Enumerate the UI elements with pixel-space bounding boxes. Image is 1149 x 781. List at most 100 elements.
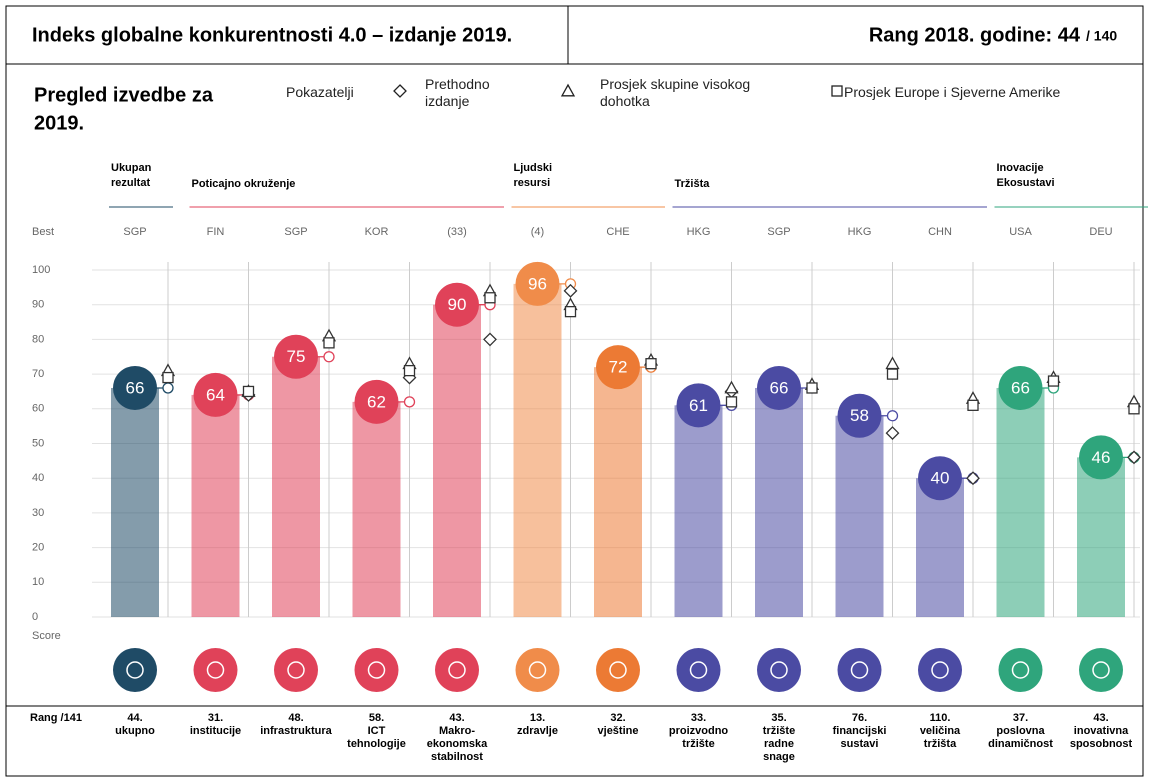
score-label: Score: [32, 630, 61, 642]
header-rank-total: / 140: [1086, 28, 1117, 44]
group-label: Inovacije: [997, 162, 1044, 174]
pillar-name: tržište: [682, 738, 714, 750]
pillar-icon: [435, 648, 479, 692]
pillar-name: tržište: [763, 725, 795, 737]
rank-value: 43.: [449, 712, 464, 724]
pillar-icon-glyph: [1092, 661, 1110, 679]
best-code: USA: [1009, 226, 1032, 238]
pillar-icon-glyph: [206, 661, 225, 679]
pillar-icon: [274, 648, 318, 692]
score-label: 62: [367, 392, 386, 411]
pillar-icon-glyph: [126, 661, 144, 679]
marker-square: [564, 305, 577, 318]
bar: [674, 405, 723, 617]
score-label: 58: [850, 406, 869, 425]
bar: [272, 356, 320, 617]
pillar-icon-glyph: [528, 661, 547, 679]
score-label: 72: [609, 358, 628, 377]
score-label: 46: [1092, 448, 1111, 467]
marker-square: [403, 364, 416, 377]
score-label: 61: [689, 396, 708, 415]
score-label: 96: [528, 274, 547, 293]
pillar-name: sustavi: [841, 738, 879, 750]
frame: [5, 5, 1144, 777]
score-label: 66: [1011, 378, 1030, 397]
bar: [594, 367, 642, 617]
group-label: Poticajno okruženje: [192, 178, 296, 190]
score-circle: [998, 365, 1043, 410]
score-circle: [113, 365, 157, 410]
score-label: 75: [287, 347, 306, 366]
group-label: Ljudski: [514, 162, 553, 174]
header-rank: Rang 2018. godine: 44: [869, 24, 1081, 46]
pillar-icon: [998, 648, 1043, 692]
legend-label: Prosjek Europe i Sjeverne Amerike: [844, 84, 1061, 100]
score-label: 90: [448, 295, 467, 314]
pillar-name: dinamičnost: [988, 738, 1053, 750]
rank-value: 58.: [369, 712, 384, 724]
pillar-icon: [193, 648, 238, 692]
pillar-name: sposobnost: [1070, 738, 1133, 750]
score-circle: [757, 365, 801, 410]
pillar-name: proizvodno: [669, 725, 729, 737]
pillar-name: inovativna: [1074, 725, 1129, 737]
marker-square: [1047, 375, 1060, 387]
pillar-name: ekonomska: [427, 738, 488, 750]
marker-square: [1128, 403, 1140, 415]
score-dot: [886, 410, 899, 422]
pillar-name: poslovna: [996, 725, 1045, 737]
pillar-icon: [354, 648, 399, 692]
pillar-icon-glyph: [609, 661, 627, 679]
best-code: KOR: [365, 226, 389, 238]
pillar-icon: [596, 648, 640, 692]
pillar-name: tržišta: [924, 738, 957, 750]
best-code: SGP: [284, 226, 307, 238]
bar: [111, 387, 159, 617]
bar: [835, 415, 884, 617]
marker-square: [967, 399, 979, 411]
score-circle: [596, 345, 640, 390]
rank-value: 13.: [530, 712, 545, 724]
bar: [433, 304, 481, 617]
legend-symbol: [393, 84, 407, 98]
marker-square: [806, 382, 818, 394]
marker-square: [886, 368, 899, 380]
rank-value: 33.: [691, 712, 706, 724]
rank-heading: Rang /141: [30, 712, 82, 724]
pillar-name: snage: [763, 751, 795, 763]
marker-square: [645, 358, 657, 370]
pillar-icon-glyph: [1011, 661, 1030, 679]
marker-square: [725, 396, 738, 408]
rank-value: 32.: [610, 712, 625, 724]
rank-value: 44.: [127, 712, 142, 724]
y-tick-label: 0: [32, 611, 38, 623]
legend-symbol: [831, 85, 843, 97]
bar: [996, 387, 1045, 617]
pillar-name: infrastruktura: [260, 725, 332, 737]
pillar-icon: [113, 648, 157, 692]
score-circle: [193, 372, 238, 417]
best-code: (4): [531, 226, 544, 238]
y-tick-label: 60: [32, 403, 44, 415]
pillar-name: vještine: [598, 725, 639, 737]
y-tick-label: 20: [32, 542, 44, 554]
bar: [513, 283, 562, 617]
best-code: HKG: [848, 226, 872, 238]
y-tick-label: 40: [32, 472, 44, 484]
score-label: 66: [126, 378, 145, 397]
rank-value: 31.: [208, 712, 223, 724]
header-title: Indeks globalne konkurentnosti 4.0 – izd…: [32, 24, 512, 46]
y-tick-label: 70: [32, 368, 44, 380]
rank-value: 110.: [930, 712, 951, 724]
y-tick-label: 30: [32, 507, 44, 519]
best-code: CHE: [606, 226, 629, 238]
pillar-icon: [676, 648, 721, 692]
best-code: HKG: [687, 226, 711, 238]
legend-label: Prethodno izdanje: [425, 76, 490, 109]
group-label: Ekosustavi: [997, 177, 1055, 189]
y-tick-label: 90: [32, 299, 44, 311]
pillar-icon-glyph: [850, 661, 869, 679]
best-code: SGP: [767, 226, 790, 238]
score-label: 66: [770, 378, 789, 397]
